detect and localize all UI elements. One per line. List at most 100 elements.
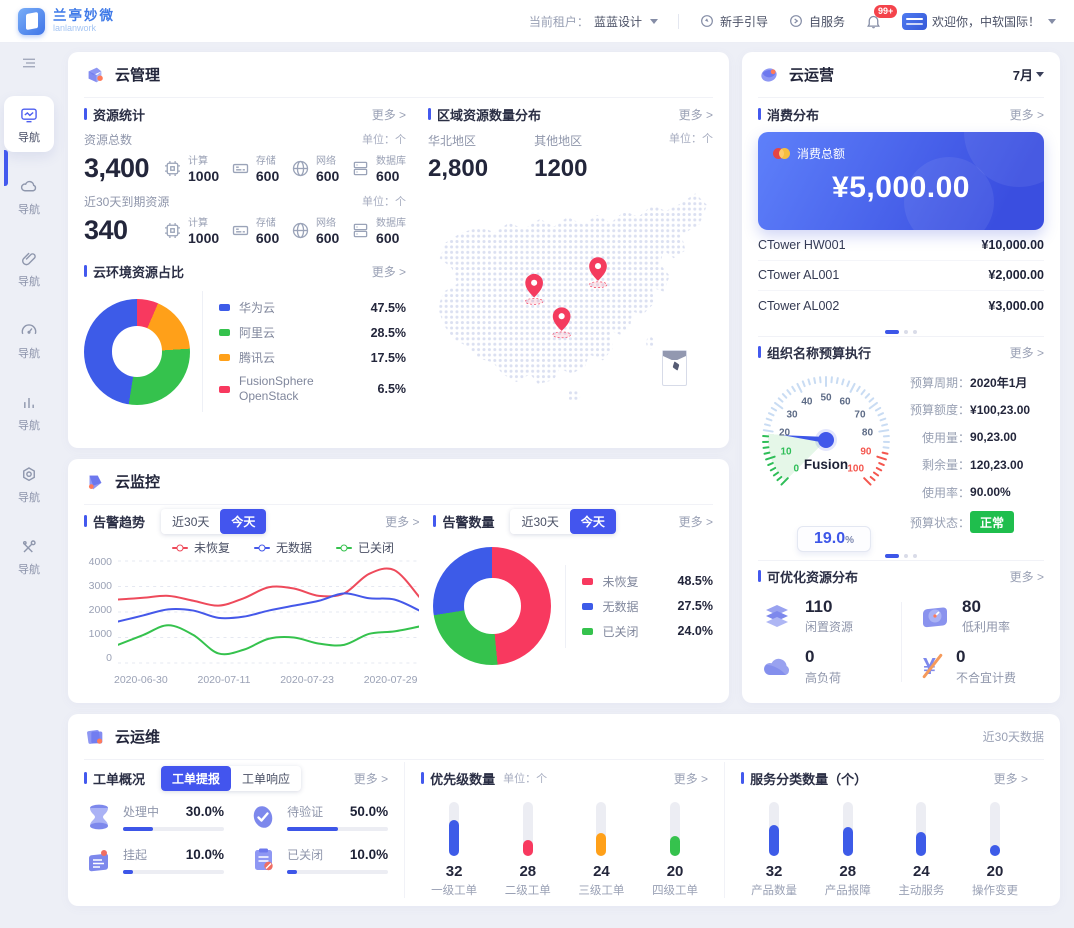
sidebar-item-attach[interactable]: 导航 xyxy=(4,240,54,296)
tab-last-30-days[interactable]: 近30天 xyxy=(521,514,559,529)
collapse-menu-icon[interactable] xyxy=(20,54,38,72)
card-title: 云监控 xyxy=(115,474,161,491)
cpu-icon xyxy=(165,160,180,176)
row-value: ¥2,000.00 xyxy=(988,268,1044,283)
bar-item: 24 主动服务 xyxy=(898,802,944,898)
bar-value: 28 xyxy=(519,863,537,880)
chevron-down-icon xyxy=(1048,18,1056,24)
dot[interactable] xyxy=(885,553,899,558)
legend-item: 无数据 xyxy=(254,539,312,556)
row-value: ¥3,000.00 xyxy=(988,299,1044,314)
sidebar-item-settings[interactable]: 导航 xyxy=(4,456,54,512)
map-pin[interactable] xyxy=(524,273,544,305)
dot[interactable] xyxy=(904,553,908,558)
bar-label: 三级工单 xyxy=(578,885,625,897)
more-link[interactable]: 更多 > xyxy=(673,771,709,786)
self-service-button[interactable]: 自服务 xyxy=(788,13,845,30)
tab-last-30-days[interactable]: 近30天 xyxy=(172,514,210,529)
count-range-tabs: 近30天 今天 xyxy=(510,508,616,534)
bar-track xyxy=(449,802,460,856)
stat-value: 2020年1月 xyxy=(970,375,1028,390)
tab-ticket-response[interactable]: 工单响应 xyxy=(242,771,291,786)
notifications-button[interactable]: 99+ xyxy=(865,4,898,30)
storage-icon xyxy=(232,163,249,173)
check-badge-icon xyxy=(253,806,273,828)
dot[interactable] xyxy=(913,329,917,334)
cloud-ops-icon xyxy=(761,67,777,82)
legend-marker xyxy=(219,304,230,311)
avatar xyxy=(901,12,927,30)
cloud-ops-card: 云运营 7月 消费分布 更多 > 消费总额 ¥5,000.00 CTow xyxy=(742,52,1060,703)
stat-name: 存储 xyxy=(255,156,276,167)
guide-button[interactable]: 新手引导 xyxy=(699,13,768,30)
sidebar-item-tools[interactable]: 导航 xyxy=(4,528,54,584)
more-link[interactable]: 更多 > xyxy=(371,107,407,122)
stat-label: 使用率： xyxy=(922,485,971,500)
section-title: 资源统计 xyxy=(93,107,146,123)
row-value: ¥10,000.00 xyxy=(981,237,1044,252)
more-link[interactable]: 更多 > xyxy=(385,514,420,529)
env-donut-chart xyxy=(84,298,190,405)
tab-today[interactable]: 今天 xyxy=(569,508,616,534)
tab-today[interactable]: 今天 xyxy=(220,508,267,534)
more-link[interactable]: 更多 > xyxy=(1009,107,1044,122)
more-link[interactable]: 更多 > xyxy=(993,771,1028,786)
sidebar-item-gauge[interactable]: 导航 xyxy=(4,312,54,368)
more-link[interactable]: 更多 > xyxy=(1009,569,1044,584)
month-select[interactable]: 7月 xyxy=(1013,65,1044,84)
service-bars-chart: 32 产品数量 28 产品报障 24 主动服务 xyxy=(741,794,1028,898)
more-link[interactable]: 更多 > xyxy=(678,107,713,122)
self-service-icon xyxy=(790,15,802,27)
resource-stat: 存储 600 xyxy=(230,214,279,246)
ticket-stat: 处理中 30.0% xyxy=(84,802,225,832)
app-logo[interactable]: 兰亭妙微 lanlanwork xyxy=(18,7,115,35)
active-indicator xyxy=(4,150,8,186)
map-pin[interactable] xyxy=(552,307,571,339)
env-donut-legend: 华为云 47.5% 阿里云 28.5% 腾讯云 17 xyxy=(202,291,406,412)
bar-label: 操作变更 xyxy=(971,885,1018,897)
progress-bar xyxy=(287,827,389,831)
map-pin[interactable] xyxy=(588,257,608,289)
sidebar-item-dashboard[interactable]: 导航 xyxy=(4,96,54,186)
gauge-label: Fusion xyxy=(803,456,849,472)
meter-icon xyxy=(923,607,947,628)
sidebar-item-label: 导航 xyxy=(18,276,40,288)
notification-badge: 99+ xyxy=(873,4,898,18)
bar-track xyxy=(916,802,927,856)
carousel-dots xyxy=(758,322,1044,336)
ticket-value: 10.0% xyxy=(185,847,225,862)
resource-total: 340 xyxy=(84,214,128,245)
ticket-section: 工单概况 工单提报 工单响应 更多 > 处理中 30.0% xyxy=(84,762,404,898)
legend-value: 47.5% xyxy=(370,300,407,315)
section-bar xyxy=(428,108,432,120)
speedometer-icon xyxy=(21,324,37,335)
optimize-item: 0 高负荷 xyxy=(758,647,901,686)
dot[interactable] xyxy=(904,329,908,334)
more-link[interactable]: 更多 > xyxy=(371,264,407,279)
tab-ticket-submit[interactable]: 工单提报 xyxy=(161,765,232,791)
section-title: 可优化资源分布 xyxy=(767,569,859,585)
sidebar-item-chart[interactable]: 导航 xyxy=(4,384,54,440)
user-menu[interactable]: 欢迎你，中软国际！ xyxy=(901,12,1056,30)
ticket-label: 处理中 xyxy=(123,805,160,819)
tenant-select[interactable]: 当前租户： 蓝蓝设计 xyxy=(529,13,658,30)
sidebar: 导航 导航 导航 导航 导航 导航 导航 xyxy=(0,42,58,928)
section-title: 告警数量 xyxy=(442,514,495,530)
sidebar-item-cloud[interactable]: 导航 xyxy=(4,168,54,224)
more-link[interactable]: 更多 > xyxy=(1009,345,1044,360)
section-bar xyxy=(84,108,87,120)
paperclip-icon xyxy=(22,252,36,266)
gauge-dial: Fusion 0 10 20 30 40 50 60 70 80 90 100 xyxy=(756,370,896,510)
more-link[interactable]: 更多 > xyxy=(353,771,389,786)
cloud-monitor-card: 云监控 告警趋势 近30天 今天 更多 > xyxy=(68,459,729,703)
bar-fill xyxy=(989,845,1000,856)
y-axis: 4000 3000 2000 1000 0 xyxy=(88,556,112,664)
region-stat: 华北地区 2,800 xyxy=(428,132,488,183)
dot[interactable] xyxy=(913,553,917,558)
alarm-trend-chart: 4000 3000 2000 1000 0 xyxy=(84,556,420,668)
trend-range-tabs: 近30天 今天 xyxy=(161,508,267,534)
row-name: CTower AL001 xyxy=(758,268,840,283)
more-link[interactable]: 更多 > xyxy=(678,514,713,529)
dot[interactable] xyxy=(885,329,899,334)
feedback-widget[interactable] xyxy=(662,350,687,386)
